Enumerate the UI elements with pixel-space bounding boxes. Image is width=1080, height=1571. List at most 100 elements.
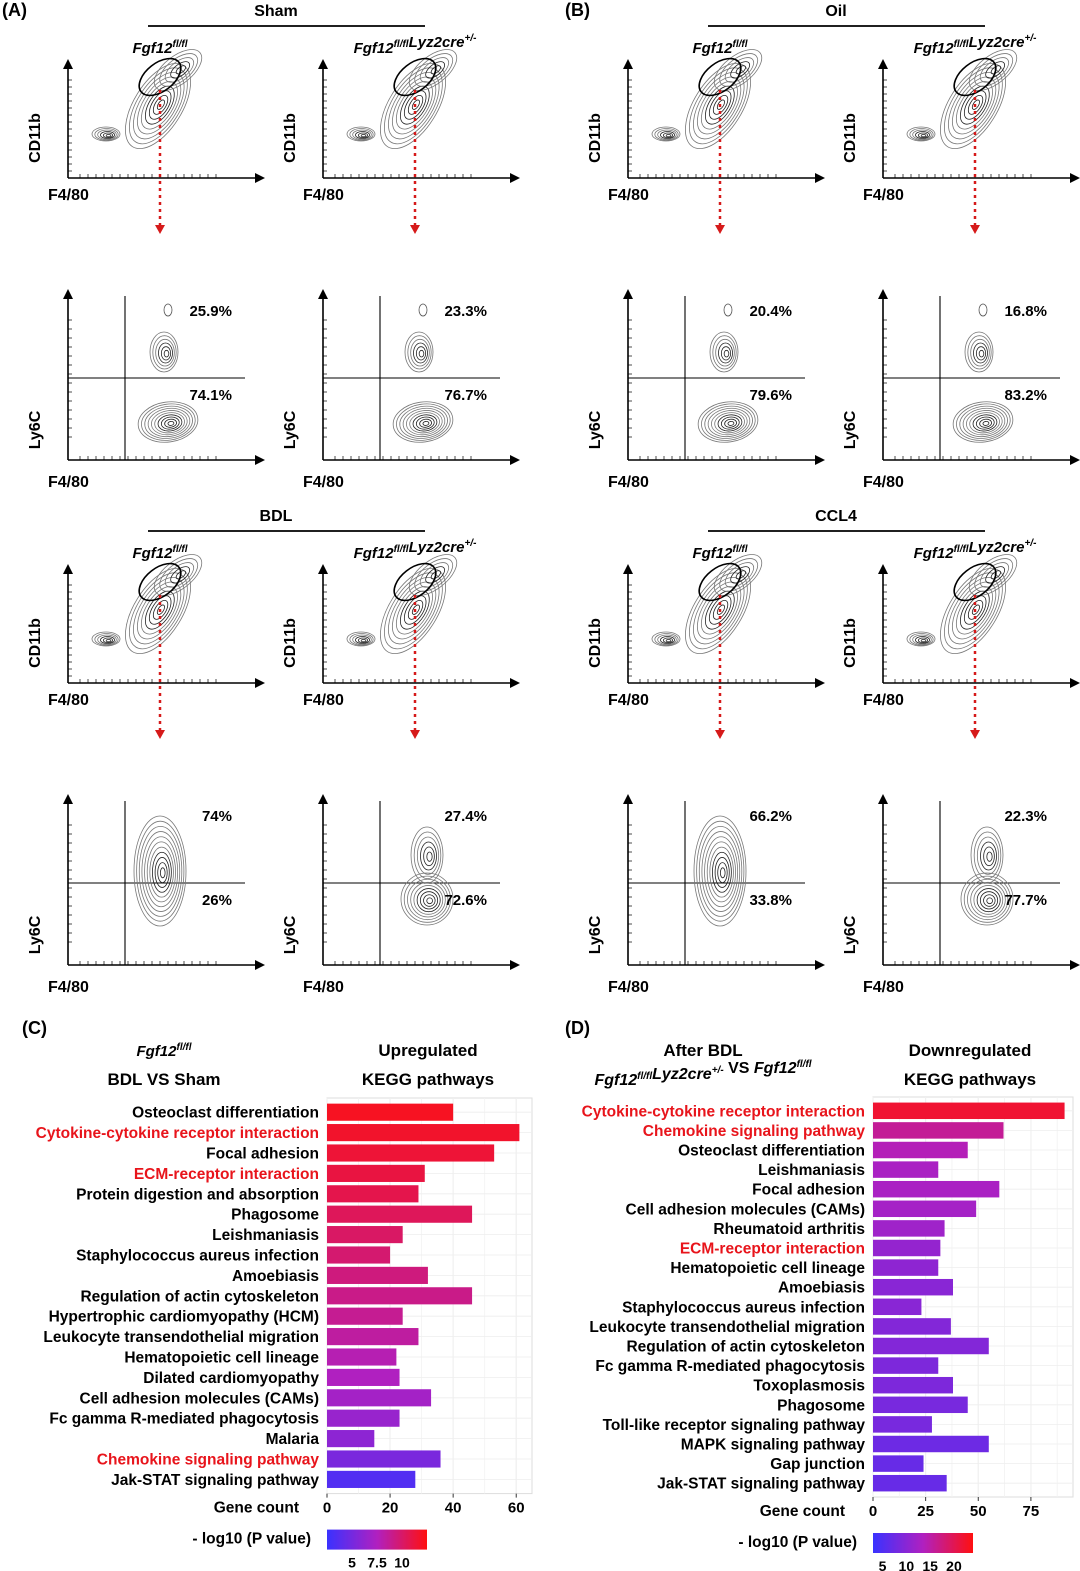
contour-low (906, 126, 936, 142)
y-axis-label: CD11b (27, 113, 44, 163)
upper-percentage: 25.9% (189, 303, 232, 320)
contour-upper (973, 831, 1002, 880)
contour-main (152, 94, 169, 115)
contour-upper (709, 331, 739, 373)
contour-upper (425, 566, 446, 584)
contour-low (349, 128, 374, 141)
flow-group-knockout: Fgf12fl/flLyz2cre+/- F4/80 CD11b 22.3% 77.7%… (842, 538, 1080, 996)
gate (698, 562, 742, 602)
contour-lower (720, 416, 740, 430)
genotype-sup: +/- (464, 33, 477, 44)
contour-low (915, 131, 930, 139)
contour-dot (163, 303, 173, 317)
contour-upper (430, 65, 442, 75)
contour-low (352, 634, 372, 645)
contour-cluster (719, 867, 726, 879)
bar (873, 1239, 941, 1257)
contour-lower (405, 410, 443, 436)
bar (873, 1161, 939, 1178)
category-label: Amoebiasis (232, 1268, 319, 1285)
contour-main (391, 76, 437, 135)
x-axis-label: F4/80 (303, 979, 344, 996)
contour-main (967, 94, 984, 115)
contour-lower (983, 894, 996, 907)
contour-low (355, 636, 370, 644)
contour-low (360, 639, 367, 643)
contour-cluster (146, 841, 176, 903)
contour-low (349, 633, 374, 646)
category-label: Leukocyte transendothelial migration (589, 1319, 865, 1336)
contour-low (920, 639, 927, 643)
contour-lower (967, 878, 1009, 921)
contour-upper (986, 851, 993, 862)
contour-upper (410, 338, 430, 367)
flow-group-control: Fgf12fl/fl F4/80 CD11b 25.9% 74.1% F4/80 Ly6C (27, 39, 265, 491)
x-tick-label: 25 (917, 1503, 934, 1520)
genotype-sup: +/- (1024, 33, 1037, 44)
genotype-part: Fgf12 (354, 40, 395, 57)
contour-main (959, 590, 990, 630)
contour-main (411, 604, 420, 615)
contour-upper (170, 61, 191, 79)
contour-upper (404, 331, 434, 373)
genotype-sup: +/- (464, 538, 477, 549)
contour-upper (974, 53, 1014, 87)
y-axis-label: Ly6C (282, 915, 299, 954)
category-label: Cell adhesion molecules (CAMs) (80, 1390, 319, 1407)
contour-lower (976, 888, 1001, 913)
flow-panel-bdl: BDLFgf12fl/flF4/80CD11b74%26%F4/80Ly6CFg… (27, 508, 520, 996)
y-axis-label: CD11b (282, 618, 299, 668)
contour-cluster (159, 867, 166, 879)
legend-colorbar (873, 1533, 973, 1553)
contour-upper (163, 349, 170, 358)
gate (393, 562, 437, 602)
contour-lower (150, 410, 188, 436)
contour-upper (175, 65, 187, 75)
lower-percentage: 74.1% (189, 387, 232, 404)
contour-low (102, 132, 114, 139)
genotype-label: Fgf12fl/flLyz2cre+/- (914, 33, 1038, 57)
contour-upper (730, 61, 751, 79)
contour-main (144, 590, 175, 630)
contour-upper (416, 836, 440, 875)
contour-upper (979, 57, 1010, 83)
contour-cluster (693, 815, 747, 927)
header-kegg: KEGG pathways (362, 1070, 494, 1089)
contour-upper (164, 562, 195, 588)
gate-arrow-head (155, 225, 165, 234)
legend-title: - log10 (P value) (738, 1534, 857, 1551)
category-label: Toll-like receptor signaling pathway (603, 1417, 866, 1434)
contour-lower (423, 894, 436, 907)
panel-letter-b: (B) (565, 0, 590, 20)
contour-main (947, 577, 1000, 645)
contour-lower (973, 885, 1004, 915)
contour-lower (413, 885, 444, 915)
header-part: fl/fl (637, 1071, 652, 1082)
genotype-part: Fgf12 (132, 40, 173, 57)
x-tick-label: 20 (382, 1500, 399, 1517)
contour-lower (419, 891, 439, 910)
gate (393, 57, 437, 97)
gate (953, 562, 997, 602)
contour-upper (414, 558, 454, 592)
header-part: VS (724, 1060, 754, 1077)
contour-lower (144, 405, 193, 439)
y-axis-label: Ly6C (587, 915, 604, 954)
x-tick-label: 50 (970, 1503, 987, 1520)
bar (327, 1389, 432, 1407)
contour-low (346, 631, 376, 647)
gate-arrow-head (970, 730, 980, 739)
genotype-part: Fgf12 (914, 545, 955, 562)
bar (873, 1102, 1065, 1120)
genotype-sup: fl/fl (733, 39, 748, 50)
contour-cluster (149, 846, 174, 898)
contour-cluster (136, 820, 185, 922)
contour-low (91, 126, 121, 142)
x-axis-label: F4/80 (48, 979, 89, 996)
x-tick-label: 40 (445, 1500, 462, 1517)
category-label: Regulation of actin cytoskeleton (80, 1288, 319, 1305)
contour-lower (137, 401, 199, 443)
genotype-part: Lyz2cre (409, 34, 465, 51)
category-label: Chemokine signaling pathway (97, 1452, 320, 1469)
